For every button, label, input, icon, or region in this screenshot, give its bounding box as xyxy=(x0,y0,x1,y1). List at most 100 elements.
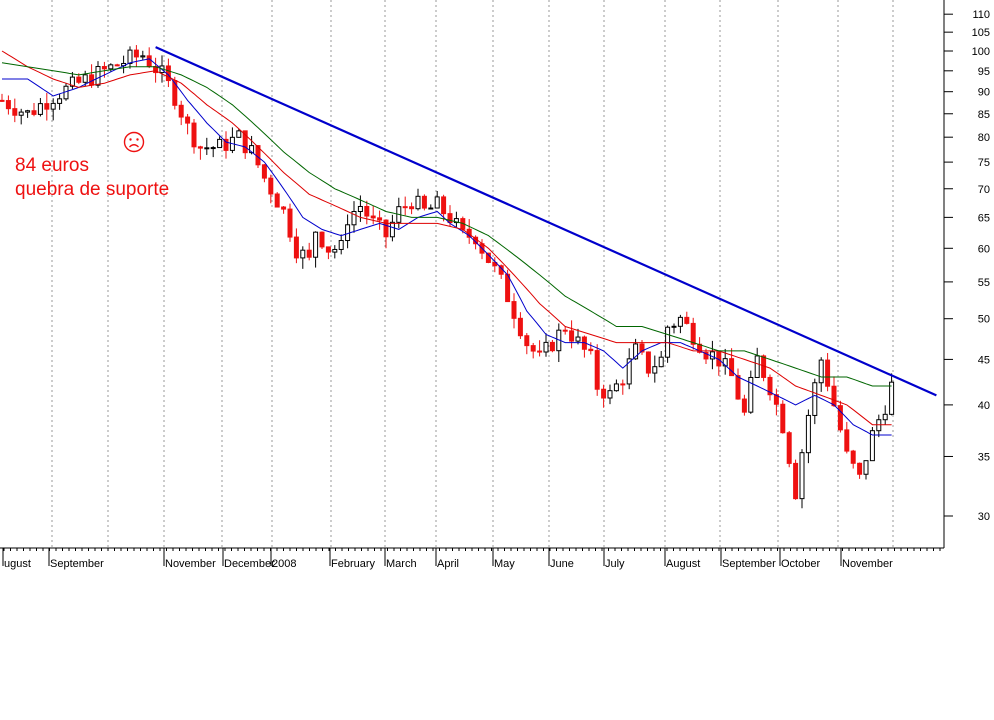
candle xyxy=(434,190,440,209)
candle xyxy=(217,136,223,149)
trendline xyxy=(155,46,937,397)
candle xyxy=(89,64,95,88)
x-tick-label: November xyxy=(165,558,216,570)
candle xyxy=(786,431,792,468)
y-tick-label: 95 xyxy=(978,66,990,78)
x-tick-label: December xyxy=(224,558,275,570)
y-axis: 110 105 100 95 90 85 80 75 70 65 60 55 50 45 40 35 30 xyxy=(943,0,990,548)
y-tick-label: 105 xyxy=(972,27,990,39)
candle xyxy=(850,449,856,469)
candle xyxy=(882,405,888,425)
candle xyxy=(428,204,434,210)
sad-face-icon xyxy=(123,131,145,153)
candle xyxy=(415,188,421,211)
candle xyxy=(268,174,274,204)
candle xyxy=(300,246,306,269)
candle xyxy=(306,242,312,261)
x-tick-label: 2008 xyxy=(272,558,296,570)
candle xyxy=(5,95,11,115)
candle xyxy=(466,219,472,244)
candle xyxy=(780,400,786,434)
y-tick-label: 55 xyxy=(978,277,990,289)
moving-averages xyxy=(1,50,892,436)
candle xyxy=(281,206,287,214)
candle xyxy=(191,118,197,154)
y-tick-label: 35 xyxy=(978,451,990,463)
candle xyxy=(140,50,146,60)
candle xyxy=(549,339,555,353)
candle xyxy=(671,323,677,334)
candle xyxy=(793,459,799,500)
candle xyxy=(665,325,671,363)
candle xyxy=(537,340,543,357)
moving-average-line xyxy=(1,50,892,426)
candle xyxy=(114,63,120,67)
candle xyxy=(812,378,818,425)
y-tick-label: 75 xyxy=(978,157,990,169)
candle xyxy=(229,127,235,154)
x-tick-label: March xyxy=(386,558,417,570)
candle xyxy=(421,194,427,211)
candle xyxy=(332,245,338,259)
candle xyxy=(741,394,747,416)
y-tick-label: 110 xyxy=(972,9,990,21)
candle xyxy=(127,46,133,69)
candle xyxy=(409,202,415,215)
vertical-grid xyxy=(51,0,894,548)
candle xyxy=(370,205,376,225)
annotation-price: 84 euros xyxy=(15,155,89,176)
candle xyxy=(773,388,779,416)
candle xyxy=(165,58,171,88)
candle xyxy=(594,344,600,396)
candle xyxy=(364,200,370,225)
candlesticks xyxy=(0,45,895,509)
candle xyxy=(588,342,594,355)
candle xyxy=(735,368,741,400)
x-tick-label: August xyxy=(666,558,700,570)
candle xyxy=(556,323,562,363)
x-tick-label: February xyxy=(331,558,376,570)
candle xyxy=(287,203,293,242)
candle xyxy=(319,231,325,250)
y-tick-label: 40 xyxy=(978,400,990,412)
x-tick-label: July xyxy=(605,558,625,570)
y-tick-label: 100 xyxy=(972,46,990,58)
annotation-support-break: quebra de suporte xyxy=(15,179,170,200)
candle xyxy=(607,384,613,405)
candle xyxy=(799,449,805,509)
candle xyxy=(677,314,683,334)
x-tick-label: May xyxy=(494,558,515,570)
candle xyxy=(645,351,651,378)
candle xyxy=(857,462,863,479)
candle xyxy=(133,45,139,67)
candle xyxy=(511,293,517,329)
candle xyxy=(844,421,850,454)
x-tick-label: June xyxy=(550,558,574,570)
y-tick-label: 90 xyxy=(978,87,990,99)
candle xyxy=(517,312,523,339)
candle xyxy=(837,400,843,433)
candle xyxy=(530,342,536,359)
candle xyxy=(197,145,203,160)
candle xyxy=(223,131,229,159)
candle xyxy=(818,357,824,392)
candle xyxy=(869,426,875,462)
candle xyxy=(153,57,159,83)
candle xyxy=(210,146,216,158)
candle xyxy=(761,354,767,382)
candle xyxy=(581,335,587,358)
candle xyxy=(889,373,895,416)
y-tick-label: 80 xyxy=(978,132,990,144)
candle xyxy=(876,414,882,438)
candle xyxy=(569,320,575,349)
candle xyxy=(652,355,658,383)
candle xyxy=(37,98,43,117)
candle xyxy=(351,201,357,233)
candle xyxy=(620,379,626,395)
candle xyxy=(690,317,696,350)
candle xyxy=(626,348,632,390)
candle xyxy=(204,137,210,155)
candle xyxy=(863,460,869,480)
